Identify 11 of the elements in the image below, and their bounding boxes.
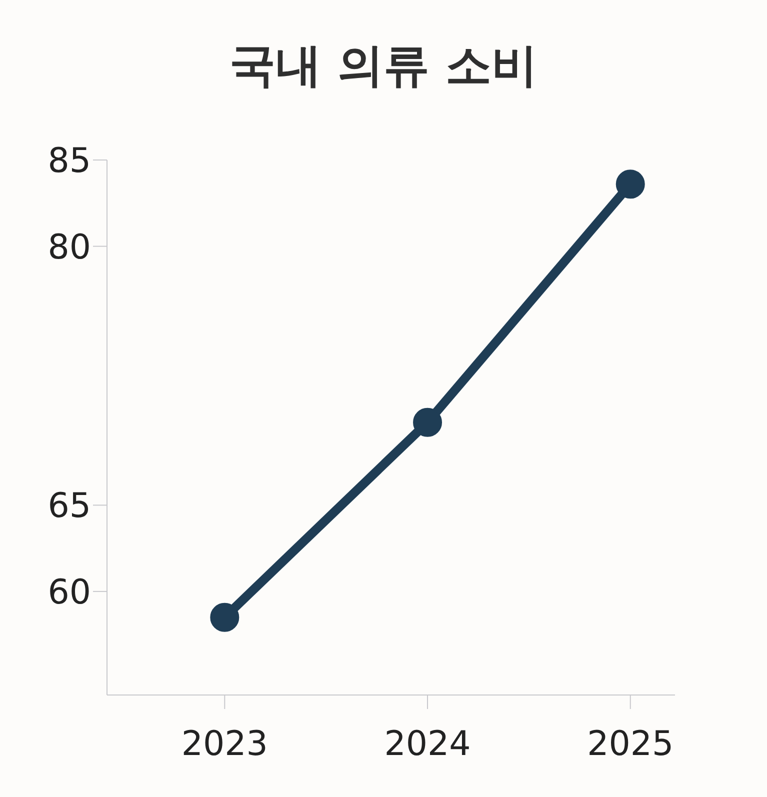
y-tick-label: 85: [48, 141, 91, 182]
point: [616, 170, 645, 199]
x-tick-label: 2025: [587, 724, 674, 764]
y-tick-label: 65: [48, 486, 91, 526]
point: [210, 602, 240, 632]
y-tick-label: 60: [48, 572, 91, 613]
x-tick-label: 2023: [181, 724, 268, 764]
chart-title: 국내 의류 소비: [228, 37, 539, 94]
point: [413, 408, 442, 437]
y-tick-label: 80: [48, 227, 91, 268]
x-tick-label: 2024: [384, 724, 471, 764]
